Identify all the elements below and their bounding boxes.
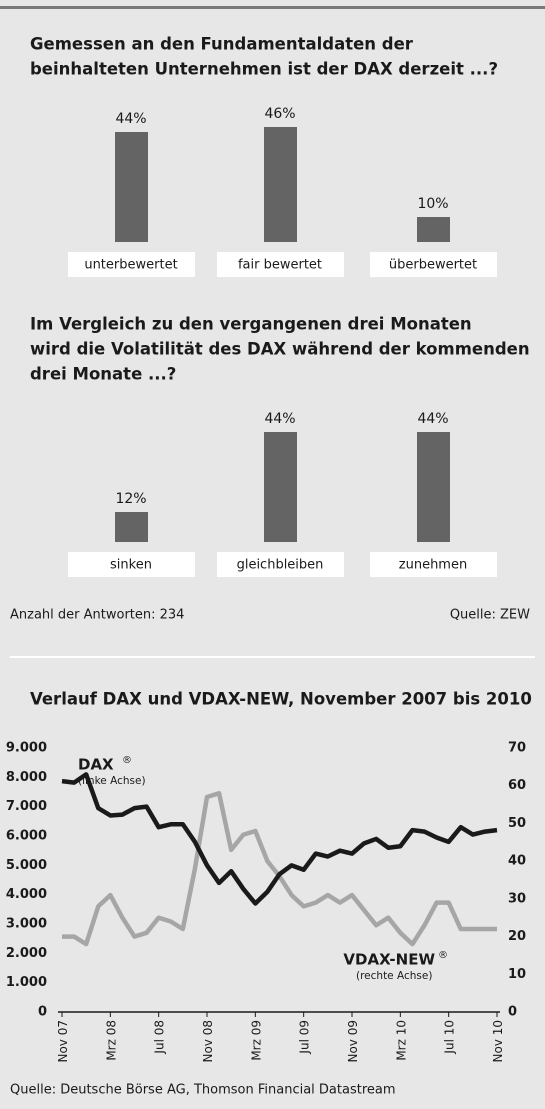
bar (115, 512, 148, 542)
line-series (62, 791, 497, 947)
y-tick-label: 0 (38, 1005, 47, 1020)
x-tick-label: Nov 07 (56, 1020, 70, 1063)
y-tick-label: 7.000 (6, 799, 47, 814)
chart-title: wird die Volatilität des DAX während der… (30, 340, 530, 359)
category-box (68, 552, 195, 577)
note: Anzahl der Antworten: 234 (10, 608, 184, 623)
x-tick-label: Jul 10 (443, 1020, 457, 1055)
category-label: überbewertet (389, 258, 477, 273)
series-label: VDAX-NEW (343, 951, 435, 969)
y-tick-label: 9.000 (6, 741, 47, 756)
y-tick-label: 2.000 (6, 946, 47, 961)
category-label: gleichbleiben (237, 558, 324, 573)
y-tick-label: 5.000 (6, 858, 47, 873)
top-rule (0, 6, 545, 9)
x-tick-label: Nov 08 (201, 1020, 215, 1063)
value-label: 46% (264, 106, 295, 122)
category-box (68, 252, 195, 277)
y2-tick-label: 70 (508, 741, 526, 756)
y2-tick-label: 10 (508, 967, 526, 982)
category-box (217, 552, 344, 577)
series-note: (rechte Achse) (356, 970, 432, 982)
x-tick-label: Nov 10 (491, 1020, 505, 1063)
bar (115, 132, 148, 242)
x-tick-label: Mrz 08 (104, 1020, 118, 1061)
x-tick-label: Jul 09 (298, 1020, 312, 1055)
category-box (370, 252, 497, 277)
category-box (217, 252, 344, 277)
y-tick-label: 3.000 (6, 917, 47, 932)
category-label: zunehmen (399, 558, 467, 573)
value-label: 44% (115, 111, 146, 127)
value-label: 44% (417, 411, 448, 427)
bar (264, 127, 297, 242)
value-label: 12% (115, 491, 146, 507)
bar (264, 432, 297, 542)
value-label: 10% (417, 196, 448, 212)
y-tick-label: 6.000 (6, 829, 47, 844)
chart-title: Gemessen an den Fundamentaldaten der (30, 35, 414, 54)
series-mark: ® (122, 755, 132, 766)
y2-tick-label: 40 (508, 854, 526, 869)
line-series (61, 772, 498, 906)
category-label: unterbewertet (84, 258, 177, 273)
y2-tick-label: 0 (508, 1005, 517, 1020)
separator (10, 656, 535, 658)
value-label: 44% (264, 411, 295, 427)
category-label: fair bewertet (238, 258, 322, 273)
y2-tick-label: 50 (508, 816, 526, 831)
category-box (370, 552, 497, 577)
chart-title: Verlauf DAX und VDAX-NEW, November 2007 … (30, 690, 532, 709)
series-note: (linke Achse) (78, 775, 146, 787)
y-tick-label: 1.000 (6, 975, 47, 990)
x-tick-label: Nov 09 (346, 1020, 360, 1063)
bar (417, 432, 450, 542)
y2-tick-label: 60 (508, 778, 526, 793)
x-tick-label: Mrz 09 (249, 1020, 263, 1061)
y2-tick-label: 30 (508, 891, 526, 906)
category-label: sinken (110, 558, 152, 573)
chart-title: beinhalteten Unternehmen ist der DAX der… (30, 60, 498, 79)
chart-title: Im Vergleich zu den vergangenen drei Mon… (30, 315, 472, 334)
source: Quelle: Deutsche Börse AG, Thomson Finan… (10, 1083, 396, 1098)
series-label: DAX (78, 756, 114, 774)
y-tick-label: 8.000 (6, 770, 47, 785)
y2-tick-label: 20 (508, 929, 526, 944)
series-mark: ® (438, 950, 448, 961)
source: Quelle: ZEW (450, 608, 530, 623)
y-tick-label: 4.000 (6, 887, 47, 902)
x-tick-label: Jul 08 (153, 1020, 167, 1055)
chart-title: drei Monate ...? (30, 365, 176, 384)
x-tick-label: Mrz 10 (394, 1020, 408, 1061)
bar (417, 217, 450, 242)
